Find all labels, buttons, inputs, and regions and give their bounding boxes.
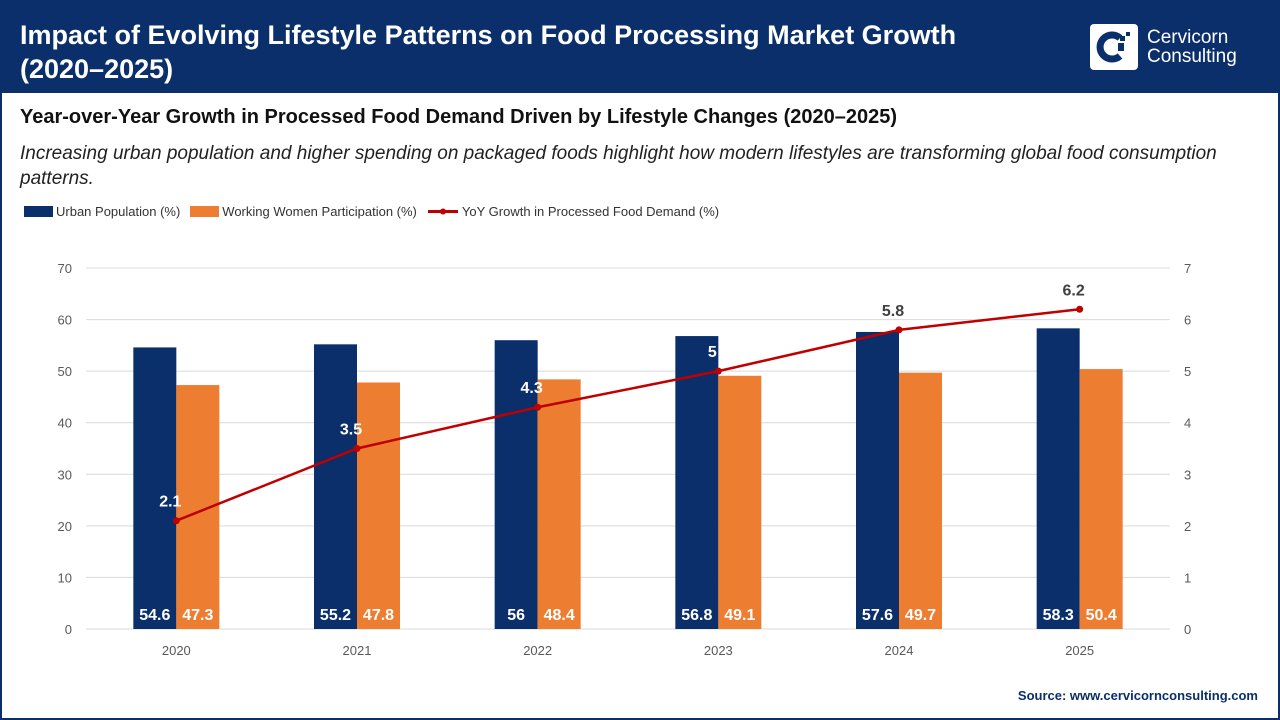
- y2-tick-label: 1: [1184, 570, 1191, 585]
- x-tick-label: 2020: [162, 643, 191, 658]
- title-line2: (2020–2025): [20, 54, 174, 84]
- bar-data-label: 56.8: [681, 607, 712, 624]
- bar-urban: [675, 336, 719, 629]
- y-tick-label: 70: [58, 261, 72, 276]
- line-point: [353, 445, 361, 452]
- y2-tick-label: 3: [1184, 467, 1191, 482]
- bar-data-label: 48.4: [544, 607, 575, 624]
- legend-swatch: [190, 206, 220, 217]
- line-data-label: 5.8: [882, 303, 904, 320]
- x-tick-label: 2023: [704, 643, 733, 658]
- bar-data-label: 57.6: [862, 607, 893, 624]
- bar-data-label: 50.4: [1086, 607, 1117, 624]
- chart-title: Year-over-Year Growth in Processed Food …: [20, 106, 897, 128]
- y-tick-label: 60: [58, 313, 72, 328]
- line-data-label: 5: [708, 344, 717, 361]
- y-tick-label: 10: [58, 570, 72, 585]
- bar-urban: [856, 331, 899, 629]
- y2-tick-label: 2: [1184, 519, 1191, 534]
- x-tick-label: 2025: [1065, 643, 1094, 658]
- line-point: [714, 367, 722, 375]
- bar-data-label: 56: [507, 607, 525, 624]
- bar-women: [899, 372, 942, 629]
- logo-line1: Cervicorn: [1147, 27, 1229, 48]
- chart-subtitle: Increasing urban population and higher s…: [20, 143, 1217, 189]
- legend-label: Working Women Participation (%): [222, 204, 417, 219]
- line-point: [534, 403, 542, 411]
- y2-tick-label: 4: [1184, 416, 1191, 431]
- bar-women: [357, 382, 400, 629]
- y2-tick-label: 7: [1184, 261, 1191, 276]
- logo-line2: Consulting: [1147, 46, 1237, 67]
- line-point: [172, 517, 180, 525]
- bar-data-label: 54.6: [139, 607, 170, 624]
- x-tick-label: 2022: [523, 643, 552, 658]
- bar-women: [537, 379, 581, 629]
- y2-tick-label: 5: [1184, 364, 1191, 379]
- line-data-label: 2.1: [159, 494, 181, 511]
- legend-label: YoY Growth in Processed Food Demand (%): [461, 204, 720, 219]
- bar-data-label: 47.3: [182, 607, 213, 624]
- bar-data-label: 58.3: [1043, 607, 1074, 624]
- line-data-label: 4.3: [521, 380, 543, 397]
- logo: Cervicorn Consulting: [1090, 24, 1237, 70]
- y-tick-label: 40: [58, 416, 72, 431]
- line-data-label: 3.5: [340, 422, 362, 439]
- y2-tick-label: 0: [1184, 622, 1191, 637]
- x-tick-label: 2024: [885, 643, 914, 658]
- title-line1: Impact of Evolving Lifestyle Patterns on…: [20, 20, 957, 50]
- logo-icon: [1090, 24, 1138, 70]
- page-title: Impact of Evolving Lifestyle Patterns on…: [20, 18, 956, 86]
- y-tick-label: 50: [58, 364, 72, 379]
- y2-tick-label: 6: [1184, 313, 1191, 328]
- line-data-label: 6.2: [1063, 282, 1085, 299]
- legend-yoy: YoY Growth in Processed Food Demand (%): [427, 204, 719, 219]
- legend-line-swatch: [427, 208, 458, 215]
- bar-data-label: 49.1: [724, 607, 755, 624]
- legend-urban: Urban Population (%): [24, 204, 180, 219]
- y-tick-label: 20: [58, 519, 72, 534]
- y-tick-label: 30: [58, 467, 72, 482]
- line-yoy: [175, 308, 1080, 522]
- legend-women: Working Women Participation (%): [190, 204, 417, 219]
- bar-women: [1079, 369, 1123, 629]
- line-point: [895, 326, 903, 334]
- bar-data-label: 47.8: [363, 607, 394, 624]
- bar-data-label: 55.2: [320, 607, 351, 624]
- logo-text: Cervicorn Consulting: [1147, 28, 1237, 66]
- bar-urban: [133, 347, 177, 629]
- bar-urban: [314, 344, 357, 629]
- source-note: Source: www.cervicornconsulting.com: [1017, 688, 1258, 703]
- bar-urban: [1036, 328, 1080, 629]
- x-tick-label: 2021: [343, 643, 372, 658]
- header: Impact of Evolving Lifestyle Patterns on…: [0, 0, 1280, 93]
- line-point: [1076, 305, 1084, 313]
- y-tick-label: 0: [65, 622, 72, 637]
- legend-swatch: [24, 206, 53, 217]
- legend-label: Urban Population (%): [56, 204, 181, 219]
- bar-data-label: 49.7: [905, 607, 936, 624]
- bar-urban: [494, 340, 538, 629]
- legend: Urban Population (%) Working Women Parti…: [24, 204, 729, 219]
- bar-women: [718, 375, 762, 629]
